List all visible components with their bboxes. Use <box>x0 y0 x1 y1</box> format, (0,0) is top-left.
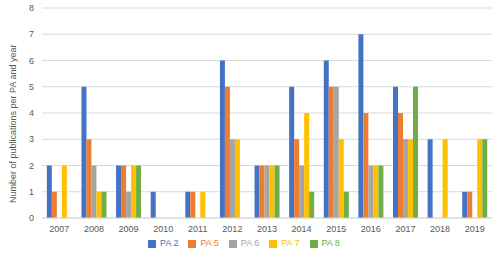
svg-text:5: 5 <box>29 82 34 92</box>
svg-text:2015: 2015 <box>326 224 346 234</box>
html-text:PA 6: PA 6 <box>240 238 260 248</box>
svg-text:6: 6 <box>29 56 34 66</box>
svg-text:2013: 2013 <box>257 224 277 234</box>
svg-text:Number of publications per PA: Number of publications per PA and year <box>8 45 18 203</box>
html-text:PA 2: PA 2 <box>160 238 179 248</box>
html-text:PA 7: PA 7 <box>281 238 300 248</box>
svg-text:2010: 2010 <box>153 224 173 234</box>
svg-text:2016: 2016 <box>361 224 381 234</box>
svg-text:2008: 2008 <box>84 224 104 234</box>
svg-text:2018: 2018 <box>430 224 450 234</box>
svg-text:2012: 2012 <box>222 224 242 234</box>
svg-text:2007: 2007 <box>49 224 69 234</box>
svg-text:7: 7 <box>29 29 34 39</box>
svg-text:2014: 2014 <box>292 224 312 234</box>
svg-text:2017: 2017 <box>395 224 415 234</box>
svg-text:0: 0 <box>29 213 34 223</box>
svg-text:4: 4 <box>29 108 34 118</box>
svg-text:2: 2 <box>29 161 34 171</box>
html-text:PA 8: PA 8 <box>321 238 340 248</box>
svg-text:2009: 2009 <box>119 224 139 234</box>
svg-text:2011: 2011 <box>188 224 207 234</box>
html-text:PA 5: PA 5 <box>200 238 219 248</box>
svg-text:1: 1 <box>29 187 34 197</box>
svg-text:8: 8 <box>29 3 34 13</box>
svg-text:2019: 2019 <box>465 224 485 234</box>
svg-text:3: 3 <box>29 134 34 144</box>
